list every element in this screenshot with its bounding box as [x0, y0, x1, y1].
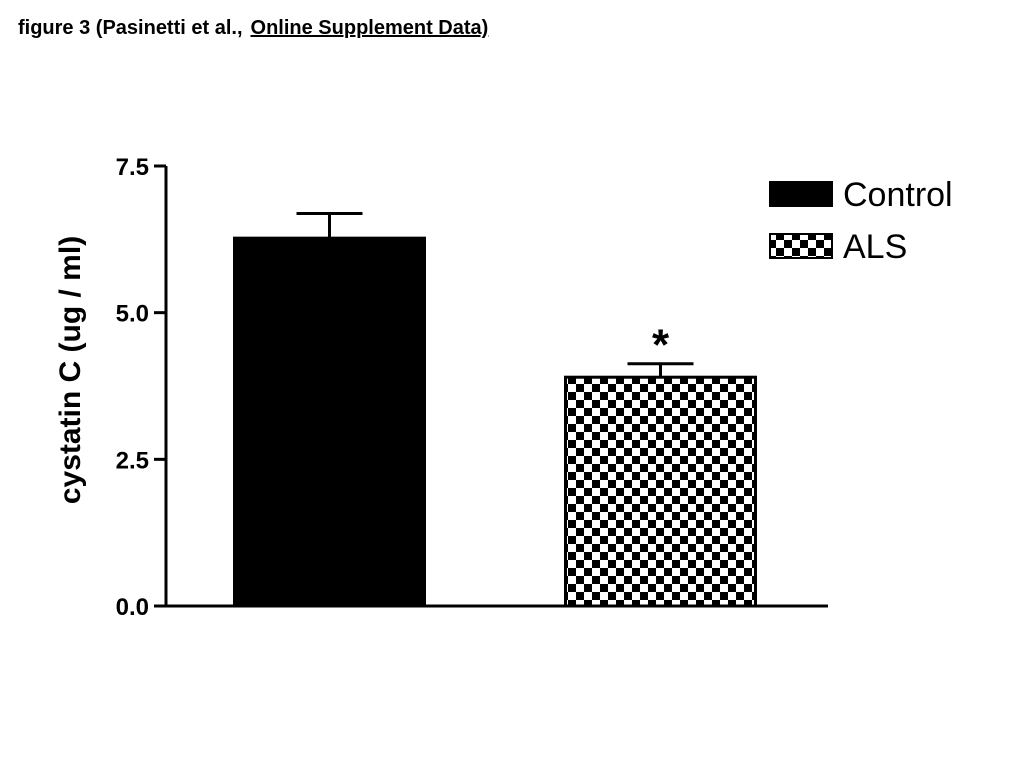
- y-tick-label: 2.5: [116, 447, 149, 474]
- legend-label-als: ALS: [843, 228, 907, 266]
- y-tick-label: 7.5: [116, 154, 149, 181]
- online-supplement-link[interactable]: Online Supplement Data): [250, 17, 489, 39]
- y-tick-label: 0.0: [116, 594, 149, 621]
- legend-swatch-control: [769, 181, 833, 207]
- bar-control: [233, 236, 426, 608]
- caption-prefix: figure 3 (Pasinetti et al.,: [18, 17, 243, 39]
- legend-swatch-als: [769, 233, 833, 259]
- bar-als: [564, 375, 757, 608]
- y-axis-label: cystatin C (ug / ml): [54, 236, 87, 504]
- significance-marker-als: *: [652, 321, 670, 370]
- figure-caption: figure 3 (Pasinetti et al., Online Supple…: [18, 17, 488, 40]
- legend-label-control: Control: [843, 176, 953, 214]
- y-tick-label: 5.0: [116, 301, 149, 328]
